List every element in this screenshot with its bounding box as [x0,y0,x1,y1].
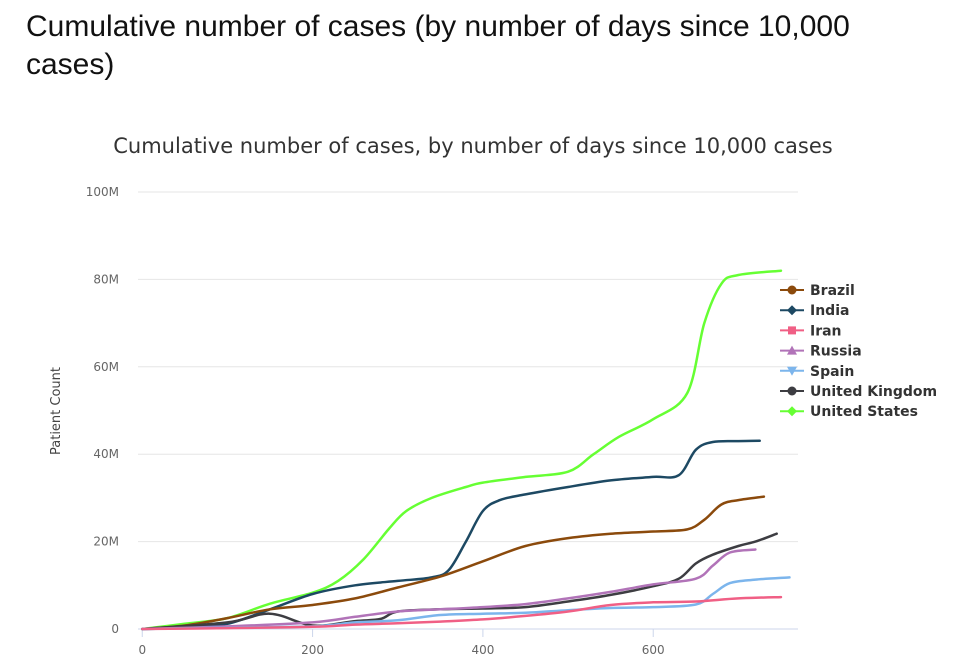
x-tick-label: 200 [301,643,324,657]
legend-marker-triangle-down [787,366,797,376]
legend-label: Iran [810,323,842,339]
y-tick-label: 0 [111,622,119,636]
chart-title: Cumulative number of cases, by number of… [113,134,832,158]
y-tick-label: 80M [93,272,119,286]
page-title: Cumulative number of cases (by number of… [26,10,850,81]
y-tick-label: 20M [93,535,119,549]
legend-marker-square [788,326,796,335]
legend-marker-circle [787,386,797,396]
series-line-iran [141,595,783,631]
series-line-russia [141,548,757,631]
gridlines [138,191,798,630]
legend-item-spain[interactable]: Spain [780,364,854,380]
legend-label: United States [810,404,918,420]
series-line-united-states [141,269,783,631]
legend-marker-circle [787,285,797,295]
legend-label: Spain [810,364,854,380]
legend-label: Brazil [810,283,855,299]
legend-marker-diamond [787,406,797,417]
series-line-united-kingdom [141,532,778,631]
y-tick-label: 40M [93,447,119,461]
legend-label: India [810,303,849,319]
x-tick-label: 0 [138,643,146,657]
series-lines [141,269,791,631]
legend-item-iran[interactable]: Iran [780,323,842,339]
legend-item-united-kingdom[interactable]: United Kingdom [780,384,937,400]
x-tick-label: 600 [642,643,665,657]
x-axis-ticks: 0 200 400 600 [138,629,665,657]
legend-label: Russia [810,344,862,360]
y-axis-ticks: 0 20M 40M 60M 80M 100M [86,185,119,636]
y-tick-label: 100M [86,185,119,199]
legend-marker-triangle [787,345,797,355]
legend-marker-diamond [787,305,797,316]
legend-item-united-states[interactable]: United States [780,404,918,420]
legend-item-russia[interactable]: Russia [780,344,862,360]
y-axis-label: Patient Count [49,367,64,455]
series-line-brazil [141,495,766,631]
legend-label: United Kingdom [810,384,937,400]
legend-item-brazil[interactable]: Brazil [780,283,855,299]
series-line-india [141,439,761,631]
x-tick-label: 400 [471,643,494,657]
y-tick-label: 60M [93,360,119,374]
legend: Brazil India Iran Russia Spain United Kingdom… [780,283,937,420]
legend-item-india[interactable]: India [780,303,849,319]
